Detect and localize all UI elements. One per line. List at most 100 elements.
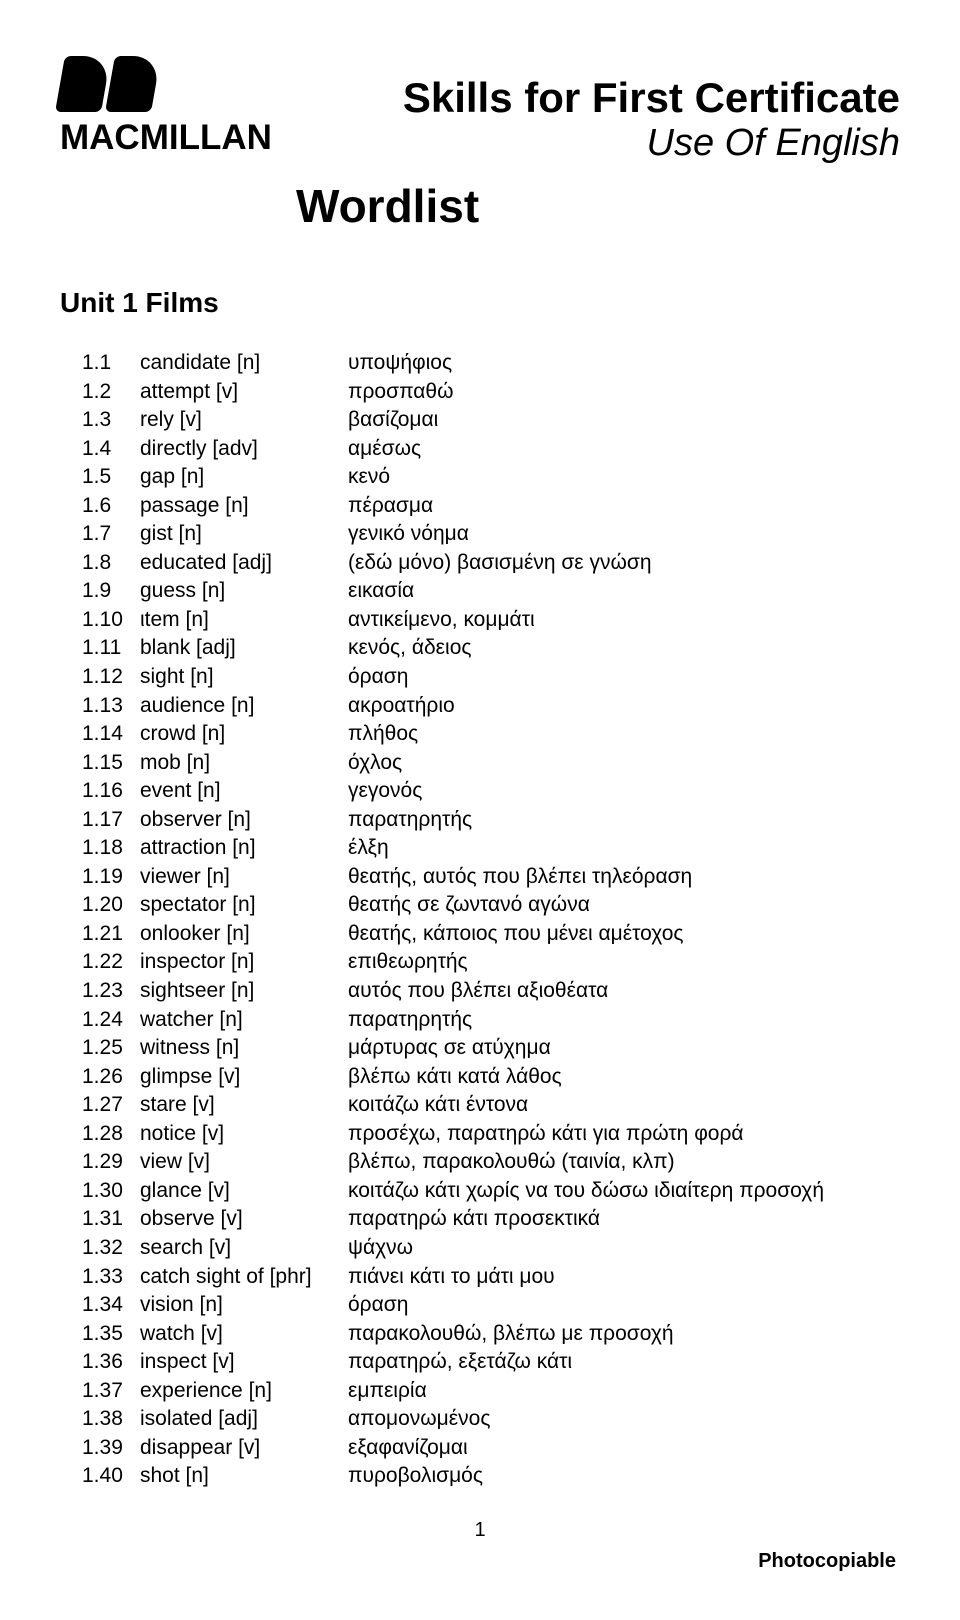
entry-term: blank [adj]	[140, 634, 348, 663]
entry-row: 1.31observe [v]παρατηρώ κάτι προσεκτικά	[82, 1205, 900, 1234]
entry-definition: όραση	[348, 1291, 900, 1320]
entry-definition: εμπειρία	[348, 1377, 900, 1406]
entry-definition: θεατής σε ζωντανό αγώνα	[348, 891, 900, 920]
entry-number: 1.8	[82, 549, 140, 578]
header: MACMILLAN Skills for First Certificate U…	[60, 56, 900, 165]
entry-definition: πλήθος	[348, 720, 900, 749]
entry-row: 1.21onlooker [n]θεατής, κάποιος που μένε…	[82, 920, 900, 949]
entry-number: 1.15	[82, 749, 140, 778]
entry-term: rely [v]	[140, 406, 348, 435]
entry-row: 1.22inspector [n]επιθεωρητής	[82, 948, 900, 977]
entry-number: 1.40	[82, 1462, 140, 1491]
entry-row: 1.36inspect [v]παρατηρώ, εξετάζω κάτι	[82, 1348, 900, 1377]
entry-definition: υποψήφιος	[348, 349, 900, 378]
entry-definition: θεατής, κάποιος που μένει αμέτοχος	[348, 920, 900, 949]
entry-definition: αντικείμενο, κομμάτι	[348, 606, 900, 635]
entry-row: 1.2attempt [v]προσπαθώ	[82, 378, 900, 407]
entry-definition: παρατηρητής	[348, 1006, 900, 1035]
entry-number: 1.21	[82, 920, 140, 949]
entry-row: 1.29view [v]βλέπω, παρακολουθώ (ταινία, …	[82, 1148, 900, 1177]
entry-definition: (εδώ μόνο) βασισμένη σε γνώση	[348, 549, 900, 578]
page-number: 1	[60, 1519, 900, 1542]
logo: MACMILLAN	[60, 56, 320, 158]
entry-number: 1.2	[82, 378, 140, 407]
entry-row: 1.18attraction [n]έλξη	[82, 834, 900, 863]
entry-row: 1.5gap [n]κενό	[82, 463, 900, 492]
entry-term: educated [adj]	[140, 549, 348, 578]
entry-definition: προσέχω, παρατηρώ κάτι για πρώτη φορά	[348, 1120, 900, 1149]
entry-definition: ακροατήριο	[348, 692, 900, 721]
entry-definition: παρατηρώ κάτι προσεκτικά	[348, 1205, 900, 1234]
entry-term: mob [n]	[140, 749, 348, 778]
entry-term: glance [v]	[140, 1177, 348, 1206]
entry-row: 1.37experience [n]εμπειρία	[82, 1377, 900, 1406]
entry-row: 1.26glimpse [v]βλέπω κάτι κατά λάθος	[82, 1063, 900, 1092]
entry-row: 1.30glance [v]κοιτάζω κάτι χωρίς να του …	[82, 1177, 900, 1206]
entry-number: 1.24	[82, 1006, 140, 1035]
entry-number: 1.33	[82, 1263, 140, 1292]
entry-term: event [n]	[140, 777, 348, 806]
entry-row: 1.34vision [n]όραση	[82, 1291, 900, 1320]
entry-row: 1.20spectator [n]θεατής σε ζωντανό αγώνα	[82, 891, 900, 920]
entry-term: shot [n]	[140, 1462, 348, 1491]
entry-row: 1.27stare [v]κοιτάζω κάτι έντονα	[82, 1091, 900, 1120]
entry-row: 1.16event [n]γεγονός	[82, 777, 900, 806]
entry-number: 1.28	[82, 1120, 140, 1149]
wordlist-title: Wordlist	[296, 179, 900, 233]
entry-number: 1.29	[82, 1148, 140, 1177]
entry-definition: αμέσως	[348, 435, 900, 464]
entry-number: 1.31	[82, 1205, 140, 1234]
entry-row: 1.35watch [v]παρακολουθώ, βλέπω με προσο…	[82, 1320, 900, 1349]
entry-row: 1.28notice [v]προσέχω, παρατηρώ κάτι για…	[82, 1120, 900, 1149]
entry-definition: κοιτάζω κάτι χωρίς να του δώσω ιδιαίτερη…	[348, 1177, 900, 1206]
entry-term: notice [v]	[140, 1120, 348, 1149]
entry-number: 1.18	[82, 834, 140, 863]
entry-number: 1.26	[82, 1063, 140, 1092]
entry-definition: γεγονός	[348, 777, 900, 806]
entry-row: 1.13audience [n]ακροατήριο	[82, 692, 900, 721]
entry-definition: απομονωμένος	[348, 1405, 900, 1434]
entry-term: stare [v]	[140, 1091, 348, 1120]
entry-term: disappear [v]	[140, 1434, 348, 1463]
entry-number: 1.12	[82, 663, 140, 692]
entry-number: 1.9	[82, 577, 140, 606]
entry-term: ιtem [n]	[140, 606, 348, 635]
entry-number: 1.22	[82, 948, 140, 977]
entry-definition: πέρασμα	[348, 492, 900, 521]
entry-definition: εξαφανίζομαι	[348, 1434, 900, 1463]
entry-row: 1.9guess [n]εικασία	[82, 577, 900, 606]
page: MACMILLAN Skills for First Certificate U…	[0, 0, 960, 1613]
entry-number: 1.23	[82, 977, 140, 1006]
entry-term: passage [n]	[140, 492, 348, 521]
entry-term: catch sight of [phr]	[140, 1263, 348, 1292]
logo-shape	[105, 56, 161, 112]
entry-definition: μάρτυρας σε ατύχημα	[348, 1034, 900, 1063]
entry-definition: γενικό νόημα	[348, 520, 900, 549]
entry-number: 1.14	[82, 720, 140, 749]
entry-row: 1.14crowd [n]πλήθος	[82, 720, 900, 749]
entry-row: 1.15mob [n]όχλος	[82, 749, 900, 778]
entry-number: 1.35	[82, 1320, 140, 1349]
entry-row: 1.10ιtem [n]αντικείμενο, κομμάτι	[82, 606, 900, 635]
entry-number: 1.32	[82, 1234, 140, 1263]
logo-icon	[60, 56, 320, 112]
title-sub: Use Of English	[320, 122, 900, 165]
entry-row: 1.25witness [n]μάρτυρας σε ατύχημα	[82, 1034, 900, 1063]
entry-row: 1.6passage [n]πέρασμα	[82, 492, 900, 521]
entry-term: watcher [n]	[140, 1006, 348, 1035]
entry-row: 1.40shot [n]πυροβολισμός	[82, 1462, 900, 1491]
entry-definition: βασίζομαι	[348, 406, 900, 435]
entry-number: 1.38	[82, 1405, 140, 1434]
entry-row: 1.39disappear [v]εξαφανίζομαι	[82, 1434, 900, 1463]
entry-term: sightseer [n]	[140, 977, 348, 1006]
entry-row: 1.24watcher [n]παρατηρητής	[82, 1006, 900, 1035]
entry-number: 1.19	[82, 863, 140, 892]
entry-definition: πιάνει κάτι το μάτι μου	[348, 1263, 900, 1292]
entry-term: isolated [adj]	[140, 1405, 348, 1434]
entry-number: 1.25	[82, 1034, 140, 1063]
entry-number: 1.17	[82, 806, 140, 835]
entry-term: audience [n]	[140, 692, 348, 721]
entry-term: inspector [n]	[140, 948, 348, 977]
entry-number: 1.16	[82, 777, 140, 806]
unit-title: Unit 1 Films	[60, 287, 900, 319]
